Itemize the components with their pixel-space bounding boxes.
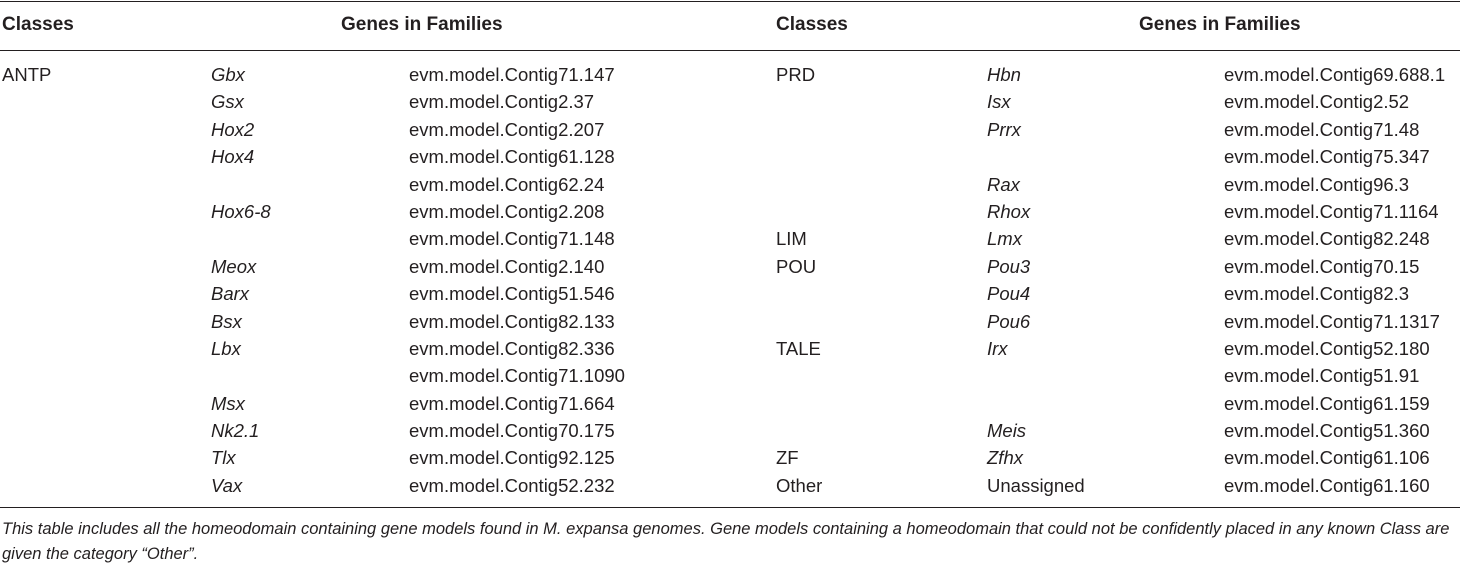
family-right-cell: Isx (987, 91, 1011, 113)
class-left-cell: ANTP (2, 64, 52, 85)
family-right-cell: Rax (987, 173, 1020, 195)
class-right-cell: PRD (776, 64, 816, 85)
class-right-cell: ZF (776, 447, 799, 469)
family-left-cell: Hox6-8 (211, 200, 271, 222)
header-classes-left: Classes (2, 14, 74, 35)
gene-model-left-cell: evm.model.Contig82.133 (409, 310, 615, 332)
class-right-cell: TALE (776, 337, 821, 359)
family-left-cell: Lbx (211, 337, 241, 359)
gene-model-left-cell: evm.model.Contig71.664 (409, 392, 615, 414)
table-row: Hox4 evm.model.Contig61.128 evm.model.Cont… (0, 145, 1460, 172)
table-row: Meox evm.model.Contig2.140 POU Pou3 evm.mode… (0, 255, 1460, 282)
table-row: Gsx evm.model.Contig2.37 Isx evm.model.Cont… (0, 90, 1460, 117)
gene-model-left-cell: evm.model.Contig2.208 (409, 200, 605, 222)
gene-model-left-cell: evm.model.Contig51.546 (409, 283, 615, 305)
table-row: evm.model.Contig71.148 LIM Lmx evm.model.Co… (0, 227, 1460, 254)
table-top-rule (0, 1, 1460, 2)
table-row: evm.model.Contig62.24 Rax evm.model.Contig… (0, 173, 1460, 200)
class-right-cell: Other (776, 474, 823, 496)
gene-model-left-cell: evm.model.Contig2.37 (409, 91, 595, 113)
gene-model-right-cell: evm.model.Contig61.160 (1224, 474, 1430, 496)
family-left-cell: Msx (211, 392, 245, 414)
family-right-cell: Zfhx (987, 447, 1023, 469)
family-right-cell: Meis (987, 420, 1027, 442)
table-row: ANTP Gbx evm.model.Contig71.147 PRD Hbn evm.m… (0, 63, 1460, 90)
family-right-cell: Hbn (987, 64, 1021, 85)
family-left-cell: Gsx (211, 91, 244, 113)
gene-model-right-cell: evm.model.Contig96.3 (1224, 173, 1410, 195)
gene-model-right-cell: evm.model.Contig71.1164 (1224, 200, 1439, 222)
family-right-cell: Unassigned (987, 474, 1085, 496)
table-row: Barx evm.model.Contig51.546 Pou4 evm.model.… (0, 282, 1460, 309)
gene-model-right-cell: evm.model.Contig70.15 (1224, 255, 1420, 277)
family-right-cell: Lmx (987, 228, 1022, 250)
family-right-cell: Pou6 (987, 310, 1031, 332)
gene-model-left-cell: evm.model.Contig70.175 (409, 420, 615, 442)
gene-model-right-cell: evm.model.Contig82.248 (1224, 228, 1430, 250)
gene-model-left-cell: evm.model.Contig2.140 (409, 255, 605, 277)
gene-model-right-cell: evm.model.Contig71.48 (1224, 118, 1420, 140)
table-header-row: Classes Genes in Families Classes Genes … (0, 14, 1460, 42)
family-right-cell: Irx (987, 337, 1008, 359)
gene-model-right-cell: evm.model.Contig69.688.1 (1224, 64, 1446, 85)
gene-model-left-cell: evm.model.Contig71.147 (409, 64, 615, 85)
gene-model-right-cell: evm.model.Contig2.52 (1224, 91, 1410, 113)
family-left-cell: Tlx (211, 447, 236, 469)
gene-model-left-cell: evm.model.Contig71.1090 (409, 365, 625, 387)
family-right-cell: Rhox (987, 200, 1031, 222)
gene-model-left-cell: evm.model.Contig82.336 (409, 337, 615, 359)
table-row: Msx evm.model.Contig71.664 evm.model.Conti… (0, 392, 1460, 419)
table-row: Hox6-8 evm.model.Contig2.208 Rhox evm.model… (0, 200, 1460, 227)
table-body: ANTP Gbx evm.model.Contig71.147 PRD Hbn evm.m… (0, 63, 1460, 501)
gene-model-left-cell: evm.model.Contig62.24 (409, 173, 605, 195)
gene-model-right-cell: evm.model.Contig61.106 (1224, 447, 1430, 469)
family-left-cell: Hox2 (211, 118, 255, 140)
table-row: Lbx evm.model.Contig82.336 TALE Irx evm.mode… (0, 337, 1460, 364)
family-left-cell: Meox (211, 255, 257, 277)
family-right-cell: Pou4 (987, 283, 1031, 305)
gene-model-right-cell: evm.model.Contig51.360 (1224, 420, 1430, 442)
gene-model-right-cell: evm.model.Contig61.159 (1224, 392, 1430, 414)
gene-model-left-cell: evm.model.Contig71.148 (409, 228, 615, 250)
table-footnote: This table includes all the homeodomain … (2, 520, 1450, 563)
table-row: Nk2.1 evm.model.Contig70.175 Meis evm.model… (0, 419, 1460, 446)
family-left-cell: Barx (211, 283, 250, 305)
family-right-cell: Pou3 (987, 255, 1031, 277)
family-left-cell: Hox4 (211, 146, 255, 168)
table-header-rule (0, 50, 1460, 51)
family-left-cell: Gbx (211, 64, 245, 85)
gene-model-right-cell: evm.model.Contig71.1317 (1224, 310, 1440, 332)
header-genes-left: Genes in Families (341, 14, 503, 35)
header-genes-right: Genes in Families (1139, 14, 1301, 35)
gene-model-left-cell: evm.model.Contig52.232 (409, 474, 615, 496)
gene-model-right-cell: evm.model.Contig75.347 (1224, 146, 1430, 168)
gene-model-right-cell: evm.model.Contig51.91 (1224, 365, 1420, 387)
table-bottom-rule (0, 507, 1460, 508)
table-row: Bsx evm.model.Contig82.133 Pou6 evm.model.C… (0, 310, 1460, 337)
gene-model-left-cell: evm.model.Contig2.207 (409, 118, 605, 140)
gene-model-left-cell: evm.model.Contig61.128 (409, 146, 615, 168)
gene-model-right-cell: evm.model.Contig82.3 (1224, 283, 1410, 305)
table-row: Vax evm.model.Contig52.232 Other Unassigned… (0, 474, 1460, 501)
class-right-cell: LIM (776, 228, 807, 250)
gene-model-left-cell: evm.model.Contig92.125 (409, 447, 615, 469)
header-classes-right: Classes (776, 14, 848, 35)
table-row: Tlx evm.model.Contig92.125 ZF Zfhx evm.model… (0, 446, 1460, 473)
table-row: evm.model.Contig71.1090 evm.model.Contig5… (0, 364, 1460, 391)
gene-model-right-cell: evm.model.Contig52.180 (1224, 337, 1430, 359)
family-left-cell: Vax (211, 474, 243, 496)
table-row: Hox2 evm.model.Contig2.207 Prrx evm.model.C… (0, 118, 1460, 145)
class-right-cell: POU (776, 255, 817, 277)
family-left-cell: Nk2.1 (211, 420, 260, 442)
family-right-cell: Prrx (987, 118, 1021, 140)
family-left-cell: Bsx (211, 310, 242, 332)
